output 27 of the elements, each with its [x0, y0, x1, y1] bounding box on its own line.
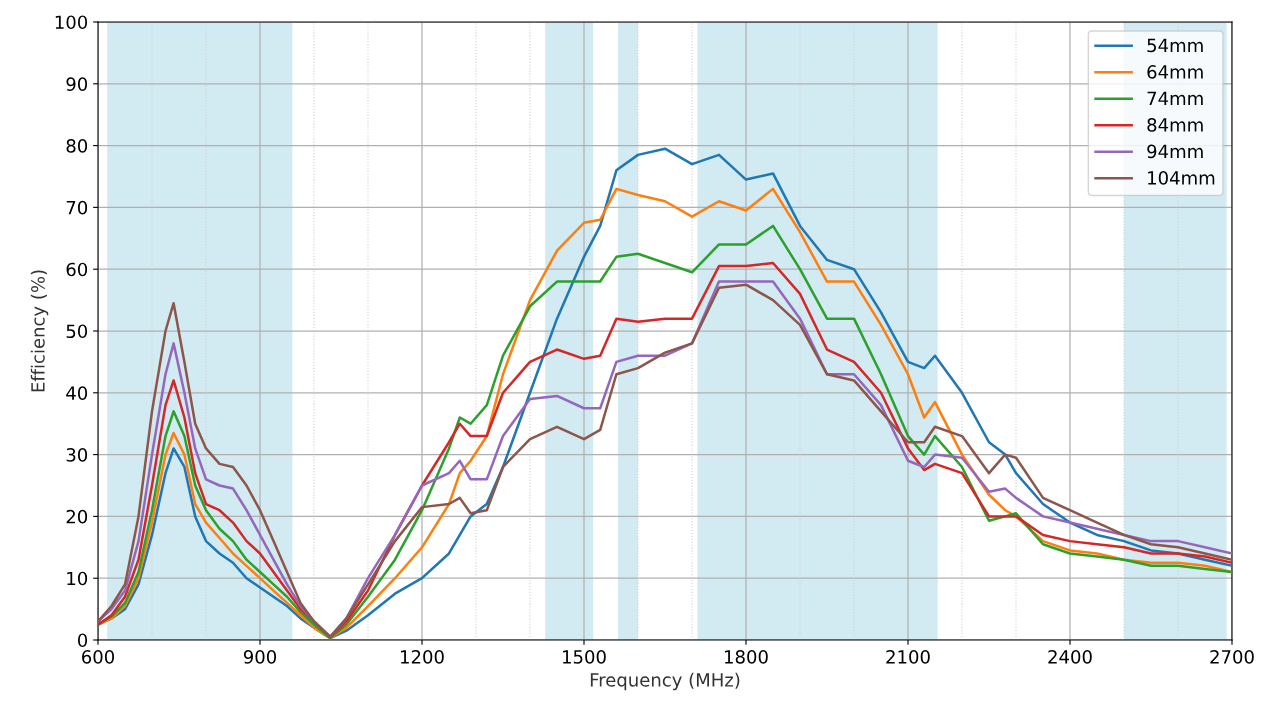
x-tick-label: 1800	[725, 650, 768, 664]
x-tick-label: 2400	[1048, 650, 1092, 664]
y-tick-label: 40	[66, 386, 88, 400]
x-axis-title: Frequency (MHz)	[590, 672, 740, 691]
x-tick-label: 900	[243, 650, 277, 664]
legend-label: 74mm	[1147, 91, 1203, 105]
y-tick-label: 30	[66, 448, 88, 462]
legend-label: 54mm	[1147, 38, 1203, 53]
y-tick-label: 90	[66, 77, 88, 91]
y-tick-label: 60	[66, 262, 88, 277]
y-tick-label: 50	[66, 324, 88, 339]
legend-label: 64mm	[1147, 65, 1203, 79]
y-tick-label: 20	[66, 509, 88, 524]
y-tick-label: 70	[66, 200, 88, 215]
y-tick-label: 10	[67, 571, 88, 586]
legend-label: 84mm	[1147, 118, 1203, 132]
legend-label: 104mm	[1148, 171, 1215, 185]
y-axis-title: Efficiency (%)	[30, 270, 49, 392]
legend-label: 94mm	[1147, 144, 1203, 159]
x-tick-label: 2700	[1210, 650, 1254, 664]
x-tick-label: 2100	[886, 650, 930, 664]
y-tick-label: 0	[77, 633, 88, 648]
y-tick-label: 100	[55, 15, 88, 30]
x-tick-label: 1200	[401, 650, 444, 664]
y-tick-label: 80	[66, 139, 88, 153]
x-tick-label: 1500	[563, 650, 606, 664]
x-tick-label: 600	[82, 650, 115, 664]
